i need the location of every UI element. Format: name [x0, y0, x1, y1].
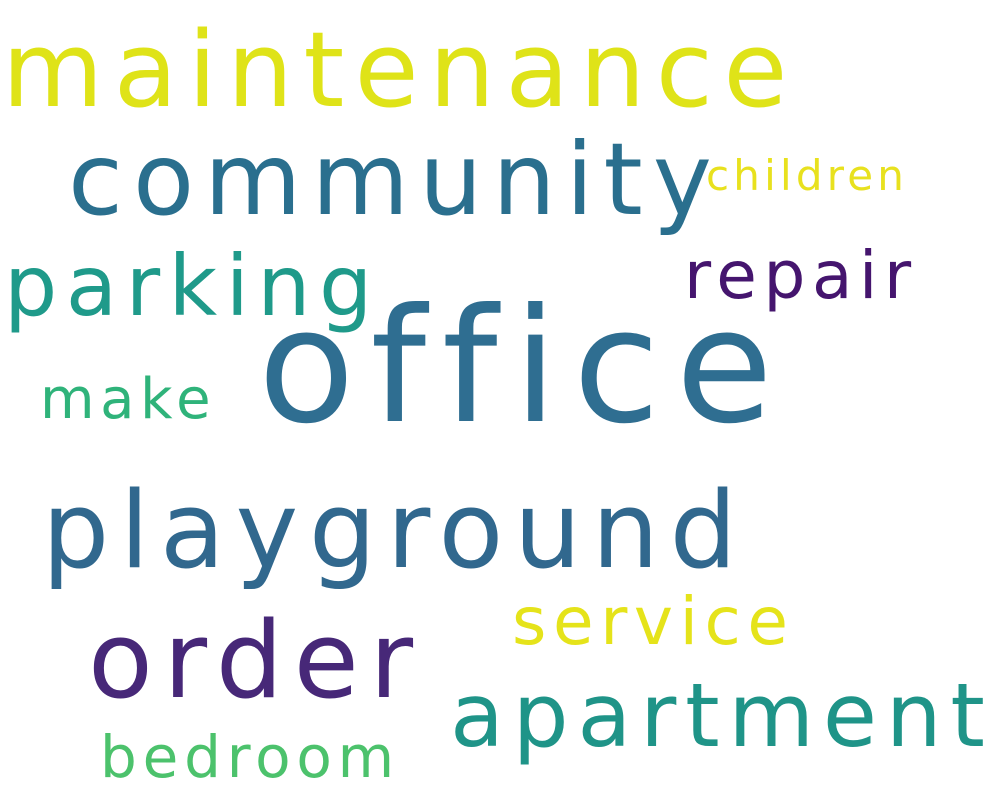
word-children: children: [706, 151, 909, 200]
word-playground: playground: [42, 469, 748, 592]
word-maintenance: maintenance: [2, 9, 798, 131]
word-apartment: apartment: [450, 664, 994, 767]
word-make: make: [40, 367, 217, 432]
word-service: service: [512, 583, 795, 660]
word-order: order: [88, 599, 424, 722]
word-bedroom: bedroom: [100, 723, 400, 791]
word-community: community: [68, 121, 722, 238]
word-office: office: [258, 275, 789, 459]
word-parking: parking: [4, 237, 381, 335]
word-repair: repair: [684, 237, 918, 314]
